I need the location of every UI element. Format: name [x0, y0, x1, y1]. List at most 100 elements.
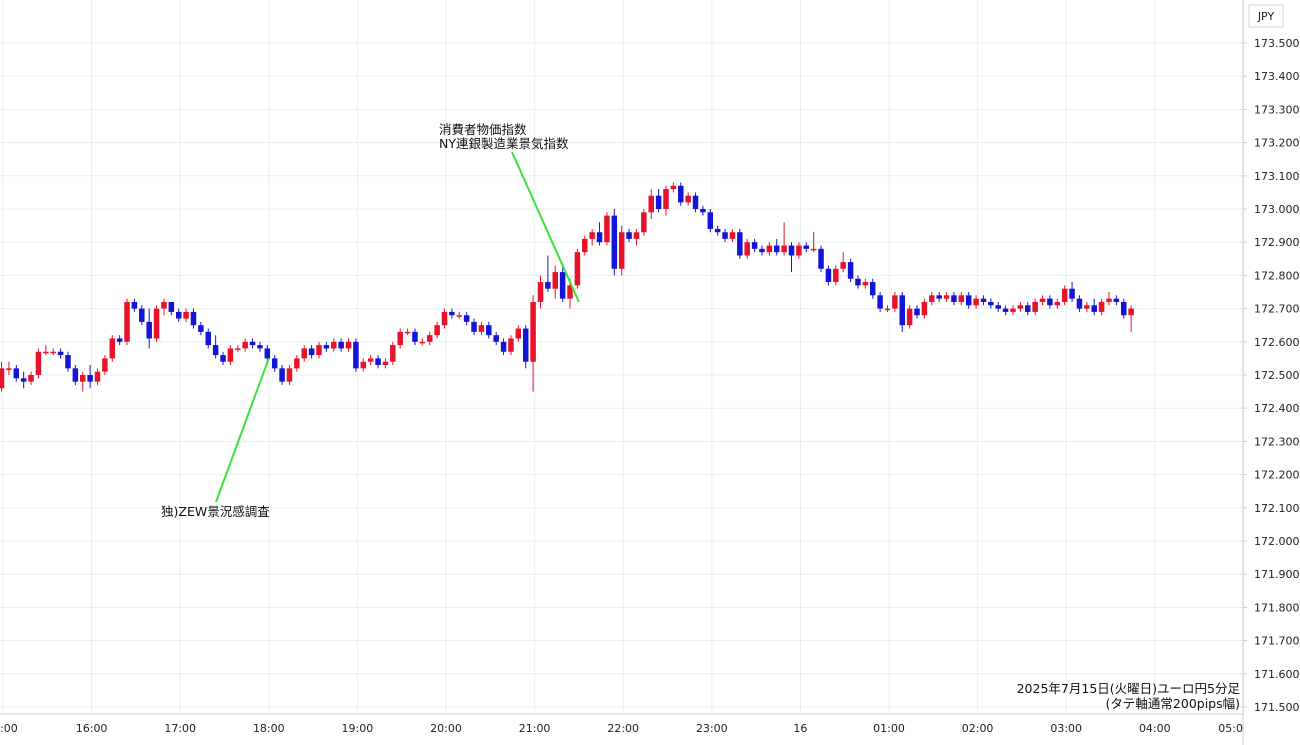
candle-body: [1076, 298, 1083, 309]
candle: [161, 298, 167, 316]
candle-body: [936, 295, 942, 299]
candle: [449, 308, 455, 319]
candle-body: [515, 328, 522, 339]
candle-body: [264, 348, 271, 359]
candle-body: [559, 272, 566, 299]
candle-body: [426, 335, 433, 342]
candle-body: [13, 368, 20, 379]
currency-label: JPY: [1257, 10, 1275, 23]
candle-body: [1084, 305, 1090, 309]
candle-body: [1017, 305, 1024, 309]
candle-body: [301, 348, 307, 359]
candle-body: [153, 308, 160, 339]
candle-body: [353, 341, 359, 369]
time-tick-label: 23:00: [696, 722, 728, 735]
candle: [397, 328, 403, 349]
candle-body: [855, 278, 861, 286]
candle-body: [869, 282, 876, 296]
candle: [921, 298, 928, 319]
candle: [13, 365, 20, 382]
candle-body: [390, 345, 396, 362]
candle-body: [508, 338, 514, 352]
candle: [471, 318, 477, 336]
candle-body: [1039, 298, 1046, 302]
candle: [353, 338, 359, 372]
price-tick-label: 173.400: [1254, 70, 1300, 83]
candle-body: [94, 371, 101, 382]
candle-body: [943, 295, 950, 299]
candle-body: [596, 232, 603, 243]
candle: [1069, 282, 1075, 302]
price-tick-label: 171.900: [1254, 568, 1300, 581]
candle-body: [308, 348, 315, 356]
candle: [611, 209, 618, 276]
candle-body: [633, 232, 640, 239]
candle: [301, 345, 307, 362]
candle-body: [463, 315, 470, 322]
candle: [803, 242, 810, 253]
candle: [906, 305, 913, 329]
candle: [153, 305, 160, 342]
candle: [43, 345, 49, 356]
candle: [759, 245, 765, 256]
candle: [833, 265, 839, 286]
candle-body: [65, 355, 71, 369]
price-tick-label: 172.600: [1254, 336, 1300, 349]
candle-body: [618, 232, 625, 269]
candle-body: [397, 331, 403, 346]
candle-body: [109, 338, 116, 359]
candle-body: [331, 341, 337, 349]
candle: [818, 245, 824, 273]
candle: [478, 321, 485, 336]
candle-body: [707, 212, 714, 229]
candle: [552, 265, 559, 299]
candle-body: [552, 272, 559, 289]
candle-body: [220, 355, 226, 362]
candle: [87, 365, 93, 389]
currency-badge: [1248, 4, 1284, 28]
candle-body: [670, 185, 677, 190]
candle: [1128, 305, 1134, 332]
candle: [618, 225, 625, 276]
candle-body: [493, 335, 499, 342]
price-tick-label: 172.200: [1254, 469, 1300, 482]
candle-body: [1113, 298, 1120, 302]
candle-body: [294, 358, 300, 369]
price-tick-label: 172.300: [1254, 435, 1300, 448]
candle-body: [589, 232, 595, 239]
candle-body: [500, 341, 507, 352]
candle: [102, 355, 108, 375]
candle: [840, 252, 846, 273]
candle-body: [810, 248, 817, 251]
caption-line-2: (タテ軸通常200pips幅): [1106, 696, 1240, 711]
candle-body: [892, 295, 898, 309]
candle-body: [833, 268, 839, 283]
candle-body: [419, 341, 426, 344]
candle-body: [338, 341, 344, 349]
candle: [714, 225, 721, 236]
candle: [486, 321, 492, 339]
price-tick-label: 172.700: [1254, 303, 1300, 316]
candle-body: [678, 185, 684, 203]
candle-body: [574, 252, 581, 286]
candle: [788, 242, 795, 273]
candle: [345, 338, 352, 352]
candle-body: [1120, 301, 1127, 316]
candle: [678, 182, 684, 206]
candle-body: [825, 268, 832, 283]
candle-body: [714, 228, 721, 233]
candle-body: [582, 238, 588, 253]
candle-body: [567, 285, 573, 299]
candle-body: [102, 358, 108, 372]
candle: [965, 292, 972, 309]
candle-body: [1061, 288, 1068, 302]
candle: [522, 325, 529, 369]
candle-body: [367, 358, 374, 362]
candle-body: [271, 358, 278, 369]
candle: [1098, 298, 1105, 316]
candle-layer: [0, 182, 1134, 392]
time-tick-label: 03:00: [1050, 722, 1082, 735]
time-tick-label: 16:00: [76, 722, 108, 735]
